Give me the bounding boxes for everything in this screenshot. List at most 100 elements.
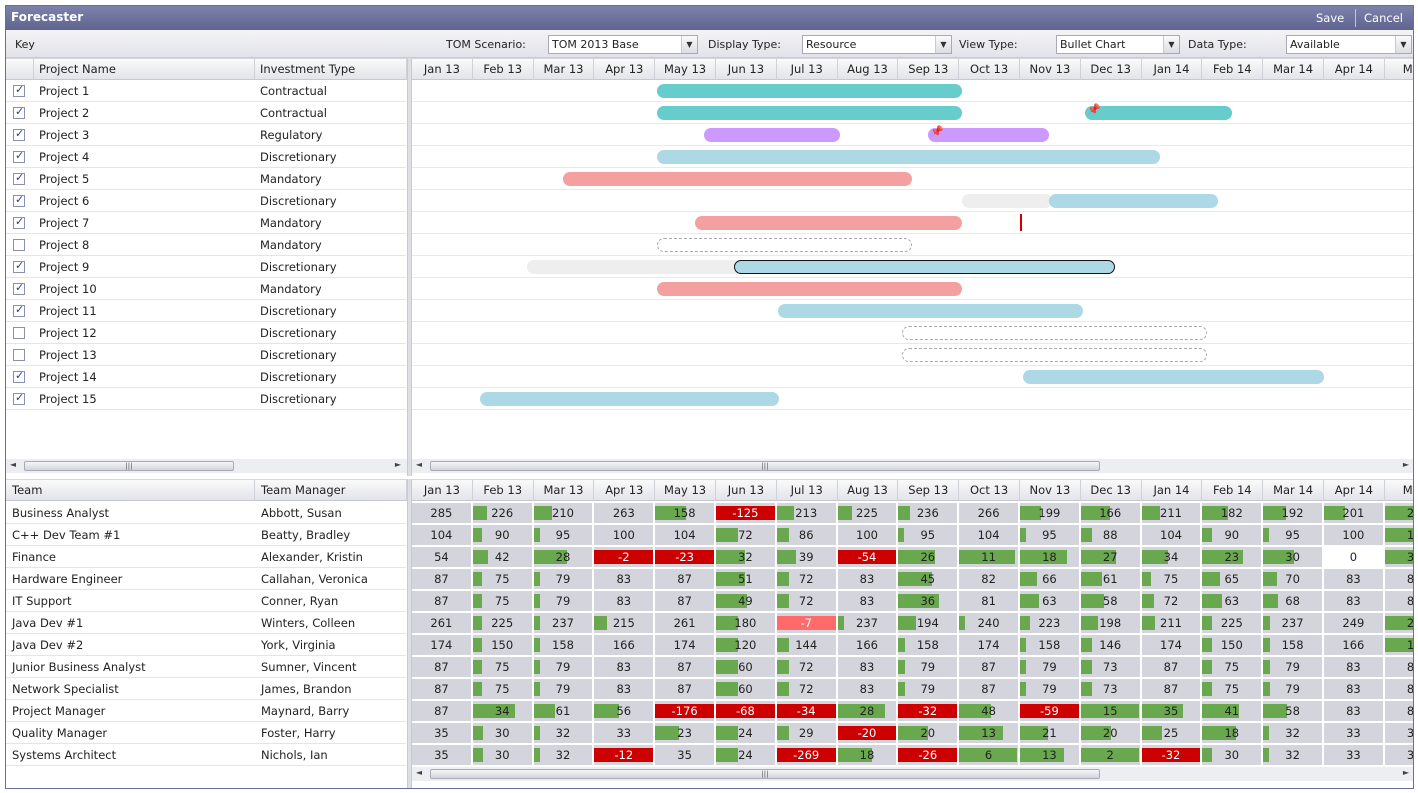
scrollbar-thumb[interactable]: ||| [24,461,234,471]
capacity-cell[interactable]: 39 [776,547,837,567]
capacity-cell[interactable]: 146 [1080,635,1141,655]
capacity-cell[interactable]: 35 [412,723,472,743]
view-type-select[interactable]: Bullet Chart ▼ [1056,35,1180,54]
project-name-header[interactable]: Project Name [34,59,255,80]
capacity-cell[interactable]: 166 [594,635,655,655]
capacity-cell[interactable]: 10 [1384,525,1413,545]
project-bar[interactable] [1049,194,1218,208]
capacity-cell[interactable]: 60 [716,657,776,677]
capacity-cell[interactable]: 104 [412,525,472,545]
team-row[interactable]: Quality Manager Foster, Harry [6,722,406,744]
capacity-cell[interactable]: 24 [1384,613,1413,633]
project-row[interactable]: Project 4 Discretionary [6,146,406,168]
capacity-cell[interactable]: 30 [1202,745,1263,765]
capacity-cell[interactable]: 87 [412,591,472,611]
capacity-cell[interactable]: 58 [1263,701,1323,721]
capacity-cell[interactable]: 63 [1020,591,1080,611]
capacity-cell[interactable]: 100 [837,525,898,545]
team-row[interactable]: Java Dev #2 York, Virginia [6,634,406,656]
scroll-right-icon[interactable]: ► [394,460,402,469]
capacity-cell[interactable]: 20 [898,723,959,743]
capacity-cell[interactable]: 48 [959,701,1019,721]
project-bar[interactable] [778,304,1083,318]
capacity-cell[interactable]: 198 [1080,613,1141,633]
project-checkbox[interactable] [13,259,25,273]
team-row[interactable]: IT Support Conner, Ryan [6,590,406,612]
capacity-cell[interactable]: 23 [1202,547,1263,567]
project-row[interactable]: Project 13 Discretionary [6,344,406,366]
capacity-cell[interactable]: 72 [776,569,837,589]
cancel-button[interactable]: Cancel [1364,11,1403,25]
capacity-cell[interactable]: 285 [412,503,472,523]
capacity-cell[interactable]: 83 [1324,657,1384,677]
capacity-cell[interactable]: 83 [1324,569,1384,589]
capacity-cell[interactable]: 87 [412,657,472,677]
capacity-cell[interactable]: 150 [1202,635,1263,655]
capacity-cell[interactable]: -7 [776,613,837,633]
capacity-cell[interactable]: 174 [412,635,472,655]
capacity-cell[interactable]: 68 [1263,591,1323,611]
team-row[interactable]: Finance Alexander, Kristin [6,546,406,568]
project-bar[interactable] [928,128,1049,142]
capacity-cell[interactable]: 87 [655,679,715,699]
scroll-right-icon[interactable]: ► [1402,768,1410,777]
capacity-cell[interactable]: 72 [716,525,776,545]
team-row[interactable]: Java Dev #1 Winters, Colleen [6,612,406,634]
capacity-cell[interactable]: 61 [533,701,594,721]
capacity-cell[interactable]: 42 [472,547,533,567]
capacity-cell[interactable]: 49 [716,591,776,611]
project-row[interactable]: Project 2 Contractual [6,102,406,124]
vertical-splitter-top[interactable] [407,58,412,476]
project-checkbox[interactable] [13,303,25,317]
capacity-cell[interactable]: 87 [655,591,715,611]
capacity-cell[interactable]: 72 [776,679,837,699]
capacity-cell[interactable]: 27 [1080,547,1141,567]
capacity-cell[interactable]: 2 [1080,745,1141,765]
project-checkbox[interactable] [13,215,25,229]
project-checkbox[interactable] [13,171,25,185]
capacity-cell[interactable]: -2 [594,547,655,567]
capacity-cell[interactable]: 83 [1324,591,1384,611]
capacity-cell[interactable]: 158 [655,503,715,523]
capacity-cell[interactable]: 158 [533,635,594,655]
project-checkbox[interactable] [13,105,25,119]
capacity-cell[interactable]: 83 [837,591,898,611]
capacity-cell[interactable]: 54 [412,547,472,567]
capacity-cell[interactable]: 24 [716,723,776,743]
project-row[interactable]: Project 14 Discretionary [6,366,406,388]
project-row[interactable]: Project 15 Discretionary [6,388,406,410]
project-bar[interactable] [657,282,962,296]
capacity-cell[interactable]: 213 [776,503,837,523]
capacity-cell[interactable]: 58 [1080,591,1141,611]
capacity-cell[interactable]: 33 [1324,745,1384,765]
capacity-cell[interactable]: -34 [776,701,837,721]
capacity-cell[interactable]: 25 [1141,723,1202,743]
capacity-cell[interactable]: 211 [1141,613,1202,633]
project-checkbox[interactable] [13,327,25,339]
capacity-cell[interactable]: 79 [1020,679,1080,699]
capacity-cell[interactable]: 26 [898,547,959,567]
project-checkbox[interactable] [13,83,25,97]
capacity-cell[interactable]: 61 [1080,569,1141,589]
project-bar[interactable] [480,392,779,406]
capacity-cell[interactable]: 56 [594,701,655,721]
capacity-cell[interactable]: -59 [1020,701,1080,721]
capacity-cell[interactable]: 223 [1020,613,1080,633]
capacity-cell[interactable]: 144 [776,635,837,655]
capacity-cell[interactable]: 88 [1080,525,1141,545]
capacity-cell[interactable]: 261 [655,613,715,633]
project-row[interactable]: Project 5 Mandatory [6,168,406,190]
project-bar[interactable] [902,326,1207,340]
capacity-cell[interactable]: 86 [776,525,837,545]
capacity-cell[interactable]: 192 [1263,503,1323,523]
capacity-cell[interactable]: 266 [959,503,1019,523]
capacity-cell[interactable]: 15 [1080,701,1141,721]
capacity-cell[interactable]: 225 [1202,613,1263,633]
capacity-cell[interactable]: 83 [594,679,655,699]
capacity-cell[interactable]: 23 [655,723,715,743]
capacity-cell[interactable]: 65 [1202,569,1263,589]
capacity-cell[interactable]: 34 [1141,547,1202,567]
save-button[interactable]: Save [1316,11,1345,25]
project-row[interactable]: Project 11 Discretionary [6,300,406,322]
capacity-cell[interactable]: 28 [837,701,898,721]
